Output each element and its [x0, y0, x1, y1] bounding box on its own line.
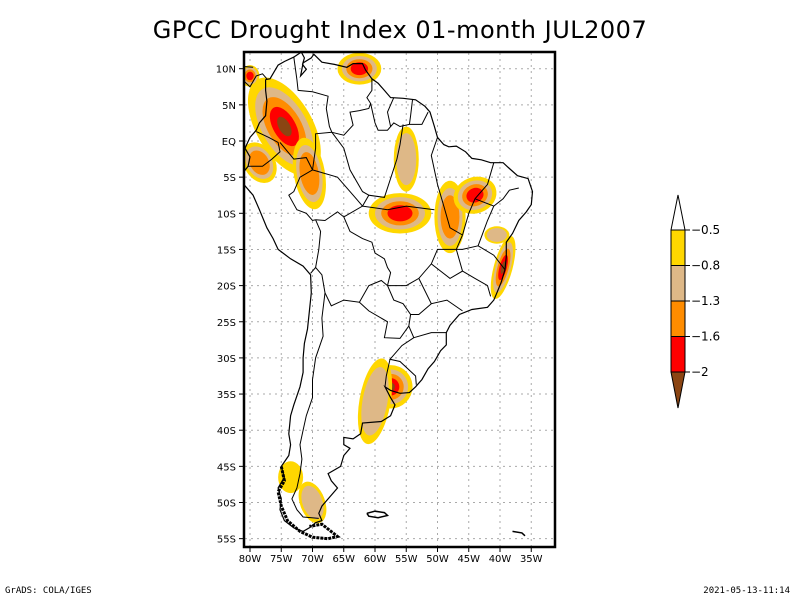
drought-region-patagonia-chile: [278, 461, 304, 494]
drought-contour-level-3: [387, 205, 413, 222]
country-border: [362, 124, 404, 207]
country-border: [456, 245, 479, 250]
country-border: [408, 99, 413, 125]
drought-region-ecuador-coast: [245, 142, 277, 184]
country-border: [248, 131, 281, 167]
lon-tick-label: 45W: [457, 554, 480, 565]
lon-tick-label: 40W: [489, 554, 512, 565]
lon-tick-label: 75W: [270, 554, 293, 565]
lon-tick-label: 50W: [426, 554, 449, 565]
coastline-central-america: [245, 66, 254, 68]
country-border: [288, 131, 332, 222]
colorbar-label: −1.6: [691, 330, 720, 344]
lat-tick-label: 35S: [217, 390, 236, 401]
country-border: [462, 270, 492, 297]
colorbar-label: −2: [691, 365, 709, 379]
grads-credit: GrADS: COLA/IGES: [5, 586, 92, 596]
drought-contour-level-2: [248, 150, 270, 175]
colorbar-legend: −0.5 −0.8 −1.3 −1.6 −2: [670, 194, 720, 409]
colorbar-segment: [670, 336, 686, 373]
drought-contour-level-1: [486, 228, 507, 242]
lat-tick-label: 15S: [217, 245, 236, 256]
country-border: [312, 169, 363, 207]
colorbar-label: −0.8: [691, 259, 720, 273]
lon-tick-label: 70W: [301, 554, 324, 565]
drought-contour-level-0: [278, 461, 304, 494]
lat-tick-label: 55S: [217, 535, 236, 546]
country-border: [315, 219, 388, 307]
colorbar-segment: [670, 300, 686, 337]
country-border: [331, 132, 370, 196]
south-georgia: [512, 530, 526, 537]
colorbar-segment: [670, 229, 686, 266]
drought-contour-level-3: [246, 71, 254, 81]
lat-tick-label: 5S: [223, 173, 236, 184]
lat-tick-label: 20S: [217, 282, 236, 293]
country-border: [410, 303, 432, 315]
drought-region-panama-costa: [245, 65, 260, 87]
chile-archipelago: [276, 466, 341, 541]
country-border: [370, 103, 429, 131]
lon-tick-label: 55W: [395, 554, 418, 565]
country-border: [279, 142, 313, 171]
country-border: [359, 285, 412, 339]
lon-tick-label: 60W: [364, 554, 387, 565]
timestamp: 2021-05-13-11:14: [703, 586, 790, 596]
drought-contour-level-1: [396, 133, 417, 186]
drought-region-para-brazil: [393, 126, 419, 192]
axis-ticks: 80W 75W 70W 65W 60W 55W 50W 45W 40W 35W 10N 5N EQ 5S 1…: [216, 65, 543, 565]
lon-tick-label: 65W: [332, 554, 355, 565]
country-border: [386, 97, 395, 127]
falkland-islands: [366, 510, 390, 519]
map-frame: [242, 50, 557, 549]
drought-region-venezuela-north: [337, 53, 382, 85]
country-border: [430, 137, 463, 236]
lat-tick-label: 25S: [217, 318, 236, 329]
drought-region-mato-grosso: [368, 193, 432, 234]
coastline-central-america: [245, 73, 268, 88]
drought-contour-level-3: [466, 187, 484, 203]
lat-tick-label: 40S: [217, 426, 236, 437]
country-border: [315, 211, 392, 286]
lat-tick-label: 50S: [217, 499, 236, 510]
drought-region-bahia-interior: [484, 226, 510, 244]
lat-tick-label: 5N: [222, 101, 236, 112]
country-border: [413, 332, 447, 339]
country-border: [418, 278, 463, 312]
drought-shading: [245, 53, 516, 524]
lat-tick-label: 30S: [217, 354, 236, 365]
lat-tick-label: 10S: [217, 209, 236, 220]
country-border: [291, 292, 326, 519]
colorbar-segment: [670, 265, 686, 302]
coastline-borders: [245, 53, 534, 541]
country-border: [293, 57, 333, 133]
colorbar-top-triangle: [670, 194, 686, 231]
lat-tick-label: EQ: [222, 137, 236, 148]
country-border: [343, 205, 435, 218]
graticule-grid: [245, 53, 554, 546]
lat-tick-label: 10N: [216, 65, 236, 76]
drought-region-peru-amazon: [292, 137, 326, 210]
country-border: [430, 249, 464, 280]
map-title: GPCC Drought Index 01-month JUL2007: [152, 16, 648, 44]
country-border: [474, 187, 519, 207]
drought-contour-level-2: [440, 195, 460, 239]
drought-contour-level-1: [361, 367, 389, 436]
coastline-south-america: [245, 53, 534, 533]
country-border: [331, 78, 373, 136]
colorbar-label: −0.5: [691, 223, 720, 237]
country-border: [384, 359, 391, 387]
lon-tick-label: 35W: [520, 554, 543, 565]
drought-contour-level-2: [299, 152, 320, 195]
colorbar-bottom-triangle: [670, 371, 686, 409]
lon-tick-label: 80W: [239, 554, 262, 565]
drought-contour-level-1: [301, 485, 324, 520]
lat-tick-label: 45S: [217, 462, 236, 473]
colorbar-label: −1.3: [691, 294, 720, 308]
country-border: [310, 267, 316, 274]
drought-contour-level-4: [277, 116, 292, 137]
